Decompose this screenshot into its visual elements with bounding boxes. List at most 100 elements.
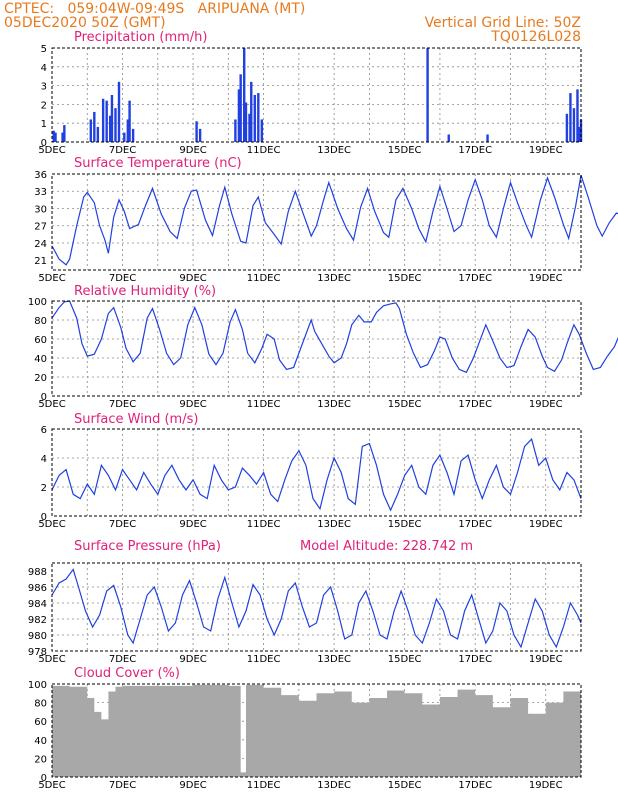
precip-bar [117,81,121,142]
panel-4-xtick: 15DEC [388,654,422,665]
panel-5-ytick: 80 [34,699,47,710]
panel-2-ytick: 80 [34,316,47,327]
precip-bar [447,134,450,142]
panel-2-ytick: 0 [41,392,47,403]
precip-bar [114,108,117,142]
panel-0-ytick: 1 [41,119,47,130]
panel-3-series-line [51,437,582,512]
panel-4-xtick: 19DEC [529,654,563,665]
panel-5-title: Cloud Cover (%) [74,666,180,681]
precip-bar [569,93,572,142]
panel-3-xtick: 11DEC [247,519,281,530]
precip-bar [576,89,579,142]
precip-bar [89,119,92,142]
panel-1-title: Surface Temperature (nC) [74,156,242,171]
cloud-cover-area [52,684,581,777]
precip-bar [237,89,241,142]
panel-2-xtick: 9DEC [179,399,206,410]
header-line2-right: TQ0126L028 [490,29,581,45]
panel-4-ytick: 978 [28,647,47,658]
panel-1-xtick: 5DEC [38,273,65,284]
panel-1-xtick: 13DEC [317,273,351,284]
panel-5-xtick: 5DEC [38,780,65,791]
panel-3-ytick: 6 [41,425,47,436]
panel-1-series-line [51,174,618,266]
panel-1-xtick: 7DEC [109,273,136,284]
precip-bar [96,126,100,142]
precip-bar [565,113,569,142]
precip-bar [257,93,260,142]
precip-bar [126,119,130,142]
panel-3-ytick: 2 [41,483,47,494]
panel-4-ytick: 988 [28,567,47,578]
panel-1-ytick: 24 [34,239,47,250]
panel-4-frame [51,562,582,652]
panel-5-xtick: 17DEC [458,780,492,791]
panel-2-xtick: 13DEC [317,399,351,410]
panel-1-xtick: 19DEC [529,273,563,284]
precip-bar [54,132,57,142]
precip-bar [248,113,251,142]
panel-3-ytick: 0 [41,512,47,523]
precip-bar [244,102,248,142]
panel-0-xtick: 15DEC [388,145,422,156]
panel-4-xtick: 11DEC [247,654,281,665]
precip-bar [101,98,105,142]
panel-0-xtick: 9DEC [179,145,206,156]
panel-3-frame [51,428,582,517]
precip-bar [260,119,264,142]
panel-0-title: Precipitation (mm/h) [74,30,207,45]
precip-bar [426,48,429,142]
panel-2-title: Relative Humidity (%) [74,284,216,299]
panel-4-ytick: 984 [28,599,47,610]
panel-3-xtick: 17DEC [458,519,492,530]
panel-2-ytick: 20 [34,373,47,384]
panel-2-xtick: 15DEC [388,399,422,410]
panel-2-ytick: 60 [34,335,47,346]
precip-bar [234,119,237,142]
panel-4-ytick: 980 [28,631,47,642]
panel-4-title: Surface Pressure (hPa) [74,539,221,554]
precip-bar [105,100,108,142]
panel-5-xtick: 19DEC [529,780,563,791]
panel-3-xtick: 13DEC [317,519,351,530]
precip-bar [61,132,64,142]
panel-2-xtick: 17DEC [458,399,492,410]
panel-3-xtick: 19DEC [529,519,563,530]
panel-4-xtick: 5DEC [38,654,65,665]
panel-0-xtick: 5DEC [38,145,65,156]
panel-5-ytick: 20 [34,754,47,765]
panel-0-ytick: 3 [41,82,47,93]
precip-bar [250,81,253,142]
panel-1-frame [51,173,582,271]
panels: 0 1 2 3 4 5 Precipitation (mm/h) 5DEC 7DEC 9DEC 11… [28,30,618,791]
panel-4-ytick: 982 [28,615,47,626]
panel-3-xtick: 9DEC [179,519,206,530]
panel-2-series-line [51,300,618,374]
panel-0-xtick: 17DEC [458,145,492,156]
panel-4-xtick: 17DEC [458,654,492,665]
panel-1-ytick: 21 [34,256,47,267]
header-line2-left: 05DEC2020 50Z (GMT) [4,15,166,31]
panel-4-xtick: 13DEC [317,654,351,665]
panel-1-ytick: 27 [34,222,47,233]
panel-5-frame [51,683,582,778]
precip-bar [63,125,66,142]
panel-5-xtick: 9DEC [179,780,206,791]
panel-1-xtick: 17DEC [458,273,492,284]
panel-0-ytick: 2 [41,100,47,111]
precip-bar [486,134,489,142]
precip-bar [123,132,126,142]
precip-bar [93,111,96,142]
panel-4-xtick: 9DEC [179,654,206,665]
panel-3-xtick: 15DEC [388,519,422,530]
panel-0-xtick: 13DEC [317,145,351,156]
panel-5-ytick: 0 [41,773,47,784]
panel-2-xtick: 11DEC [247,399,281,410]
precip-bar [108,115,112,142]
precip-bar [578,126,581,142]
precip-bar [243,48,246,142]
panel-0-xtick: 7DEC [109,145,136,156]
precip-bar [253,95,256,142]
